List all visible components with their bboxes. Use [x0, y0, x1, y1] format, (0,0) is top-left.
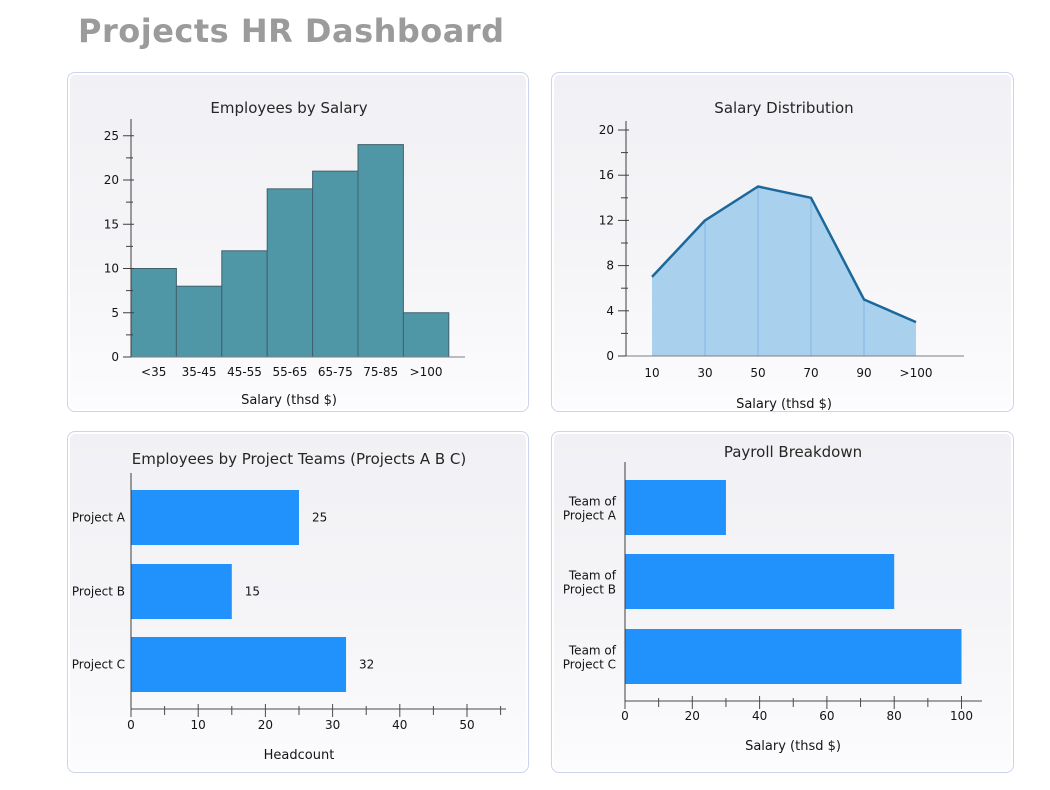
chart-text: 8	[606, 259, 614, 273]
chart-text: 55-65	[272, 365, 307, 379]
chart-text: >100	[900, 366, 933, 380]
chart-text: Project A	[563, 509, 617, 523]
chart-text: 20	[599, 123, 614, 137]
chart-text: 80	[887, 709, 902, 723]
chart-text: 75-85	[363, 365, 398, 379]
chart-text: Team of	[568, 495, 617, 509]
chart-text: >100	[410, 365, 443, 379]
salary-distribution-chart: Salary Distribution 0 4 8 12 16 20 10 30 50 70 90 >…	[599, 99, 964, 411]
chart-text: Headcount	[264, 748, 335, 763]
chart-text: 4	[606, 304, 614, 318]
chart-text: 40	[392, 718, 407, 732]
employees-by-salary-chart: Employees by Salary 0 5 10 15 20 25 <35 35-45 45…	[104, 99, 465, 408]
chart-text: Project B	[563, 583, 616, 597]
chart-text: Team of	[568, 569, 617, 583]
card-employees-by-teams: Employees by Project Teams (Projects A B…	[67, 431, 529, 773]
chart-text: 45-55	[227, 365, 262, 379]
chart-text: 50	[750, 366, 765, 380]
chart-text: 12	[599, 213, 614, 227]
chart-text: 25	[104, 129, 119, 143]
chart-text: 15	[245, 585, 260, 599]
chart-title: Salary Distribution	[714, 99, 853, 117]
chart-text: <35	[141, 365, 166, 379]
chart-text: 20	[104, 173, 119, 187]
chart-text: Project C	[563, 658, 616, 672]
chart-text: 40	[752, 709, 767, 723]
chart-text: 15	[104, 217, 119, 231]
chart-text: 65-75	[318, 365, 353, 379]
chart-text: Project A	[72, 511, 126, 525]
chart-text: Project C	[72, 658, 125, 672]
chart-title: Employees by Salary	[210, 99, 367, 117]
card-salary-distribution: Salary Distribution 0 4 8 12 16 20 10 30 50 70 90 >…	[551, 72, 1014, 412]
page-title: Projects HR Dashboard	[78, 12, 505, 50]
card-employees-by-salary: Employees by Salary 0 5 10 15 20 25 <35 35-45 45…	[67, 72, 529, 412]
chart-text: 0	[127, 718, 135, 732]
chart-text: 10	[644, 366, 659, 380]
chart-text: 35-45	[182, 365, 217, 379]
chart-text: 0	[621, 709, 629, 723]
chart-text: 70	[803, 366, 818, 380]
chart-text: 50	[459, 718, 474, 732]
chart-text: Project B	[72, 585, 125, 599]
chart-text: 0	[606, 349, 614, 363]
chart-text: Team of	[568, 644, 617, 658]
chart-text: Salary (thsd $)	[241, 393, 337, 408]
chart-text: 10	[191, 718, 206, 732]
chart-text: 30	[325, 718, 340, 732]
employees-by-teams-chart: Employees by Project Teams (Projects A B…	[72, 450, 506, 763]
chart-text: 10	[104, 262, 119, 276]
chart-text: 16	[599, 168, 614, 182]
chart-text: 100	[950, 709, 973, 723]
chart-text: 25	[312, 511, 327, 525]
chart-text: Salary (thsd $)	[745, 739, 841, 754]
chart-text: 20	[685, 709, 700, 723]
chart-title: Employees by Project Teams (Projects A B…	[132, 450, 467, 468]
chart-title: Payroll Breakdown	[724, 443, 862, 461]
chart-text: 30	[697, 366, 712, 380]
chart-text: 20	[258, 718, 273, 732]
chart-text: 90	[856, 366, 871, 380]
card-payroll-breakdown: Payroll Breakdown Team of Project A Team o…	[551, 431, 1014, 773]
chart-text: 0	[111, 350, 119, 364]
chart-text: 32	[359, 658, 374, 672]
chart-text: Salary (thsd $)	[736, 397, 832, 411]
chart-text: 60	[819, 709, 834, 723]
chart-text: 5	[111, 306, 119, 320]
